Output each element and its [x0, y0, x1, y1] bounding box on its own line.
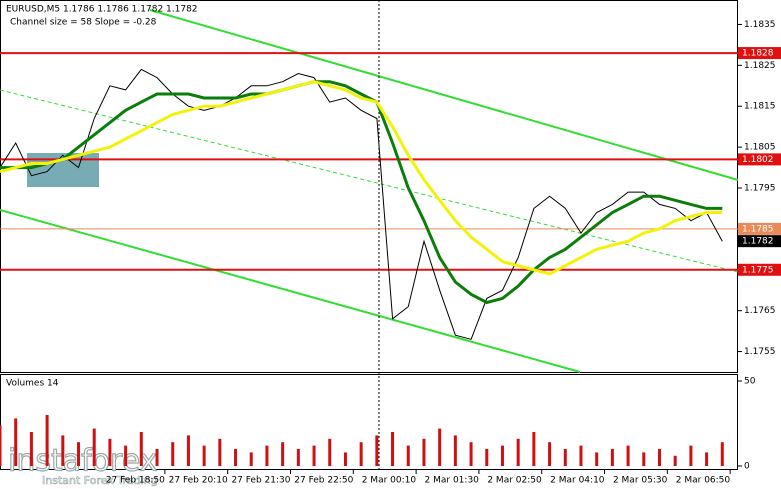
- series-line: [0, 68, 723, 340]
- volume-bar: [485, 449, 489, 466]
- volume-bar: [626, 445, 630, 466]
- volume-bar: [108, 438, 112, 466]
- volume-bar: [673, 455, 677, 466]
- y-tick-label: 1.1805: [744, 143, 776, 153]
- channel-upper: [149, 9, 739, 181]
- volume-bar: [92, 428, 96, 466]
- volume-bar: [406, 445, 410, 466]
- volume-bar: [500, 445, 504, 466]
- volume-bar: [548, 442, 552, 466]
- volume-bar: [563, 449, 567, 466]
- series-line: [0, 80, 723, 276]
- volume-bar: [438, 428, 442, 466]
- x-tick-label: 2 Mar 06:50: [676, 476, 731, 486]
- volume-bar: [689, 445, 693, 466]
- x-tick-label: 27 Feb 22:50: [294, 476, 353, 486]
- volume-bar: [0, 425, 2, 466]
- volume-bar: [155, 449, 159, 466]
- x-tick-label: 2 Mar 04:10: [550, 476, 605, 486]
- series-line: [0, 80, 723, 305]
- level-label: 1.1785: [742, 224, 774, 234]
- volume-bar: [642, 452, 646, 466]
- volume-bar: [45, 415, 49, 466]
- volume-bar: [265, 445, 269, 466]
- level-label: 1.1828: [742, 49, 774, 59]
- y-tick-label: 1.1825: [744, 61, 776, 71]
- x-tick-label: 2 Mar 05:30: [613, 476, 668, 486]
- channel-lower: [0, 209, 581, 373]
- level-tag: [738, 153, 781, 166]
- volume-bar: [14, 418, 18, 466]
- volume-bar: [171, 442, 175, 466]
- y-tick-label: 1.1765: [744, 306, 776, 316]
- volume-bar: [124, 445, 128, 466]
- y-tick-label: 1.1795: [744, 184, 776, 194]
- volume-bar: [579, 445, 583, 466]
- volume-bar: [328, 438, 332, 466]
- level-tag: [738, 47, 781, 60]
- price-panel: [0, 0, 738, 373]
- volume-bar: [532, 432, 536, 466]
- volume-panel: [0, 374, 738, 470]
- y-tick-label: 1.1815: [744, 102, 776, 112]
- volume-bar: [202, 445, 206, 466]
- volume-bar: [281, 442, 285, 466]
- x-tick-label: 2 Mar 00:10: [362, 476, 417, 486]
- x-tick-label: 27 Feb 20:10: [169, 476, 228, 486]
- volume-bar: [469, 442, 473, 466]
- chart-subtitle: Channel size = 58 Slope = -0.28: [10, 18, 157, 28]
- volume-bar: [453, 435, 457, 466]
- volume-bar: [77, 442, 81, 466]
- volume-bar: [610, 449, 614, 466]
- volume-tick-label: 50: [744, 377, 756, 387]
- volume-bar: [375, 435, 379, 466]
- level-label: 1.1775: [742, 265, 774, 275]
- y-tick-label: 1.1835: [744, 20, 776, 30]
- volume-bar: [29, 432, 33, 466]
- volume-bar: [391, 432, 395, 466]
- volume-title: Volumes 14: [6, 379, 59, 389]
- level-label: 1.1802: [742, 155, 774, 165]
- channel-middle: [0, 89, 739, 273]
- x-tick-label: 27 Feb 18:50: [106, 476, 165, 486]
- volume-bar: [218, 438, 222, 466]
- volume-bar: [516, 438, 520, 466]
- x-tick-label: 2 Mar 02:50: [487, 476, 542, 486]
- volume-bar: [720, 442, 724, 466]
- level-tag: [738, 222, 781, 235]
- volume-bar: [422, 438, 426, 466]
- watermark-tagline: Instant Forex Trading: [42, 474, 158, 487]
- volume-bar: [343, 452, 347, 466]
- volume-bar: [595, 452, 599, 466]
- x-tick-label: 2 Mar 01:30: [425, 476, 480, 486]
- volume-bar: [139, 432, 143, 466]
- chart-title: EURUSD,M5 1.1786 1.1786 1.1782 1.1782: [6, 5, 198, 15]
- volume-bar: [359, 442, 363, 466]
- y-tick-label: 1.1755: [744, 347, 776, 357]
- level-tag: [738, 263, 781, 276]
- volume-bar: [705, 452, 709, 466]
- volume-bar: [296, 449, 300, 466]
- x-tick-label: 27 Feb 21:30: [231, 476, 290, 486]
- volume-bar: [312, 445, 316, 466]
- volume-bar: [234, 449, 238, 466]
- last-price-label: 1.1782: [742, 237, 774, 247]
- volume-bar: [186, 435, 190, 466]
- last-price-tag: [738, 235, 781, 248]
- volume-bar: [657, 449, 661, 466]
- volume-tick-label: 0: [744, 462, 750, 472]
- volume-bar: [61, 435, 65, 466]
- volume-bar: [249, 452, 253, 466]
